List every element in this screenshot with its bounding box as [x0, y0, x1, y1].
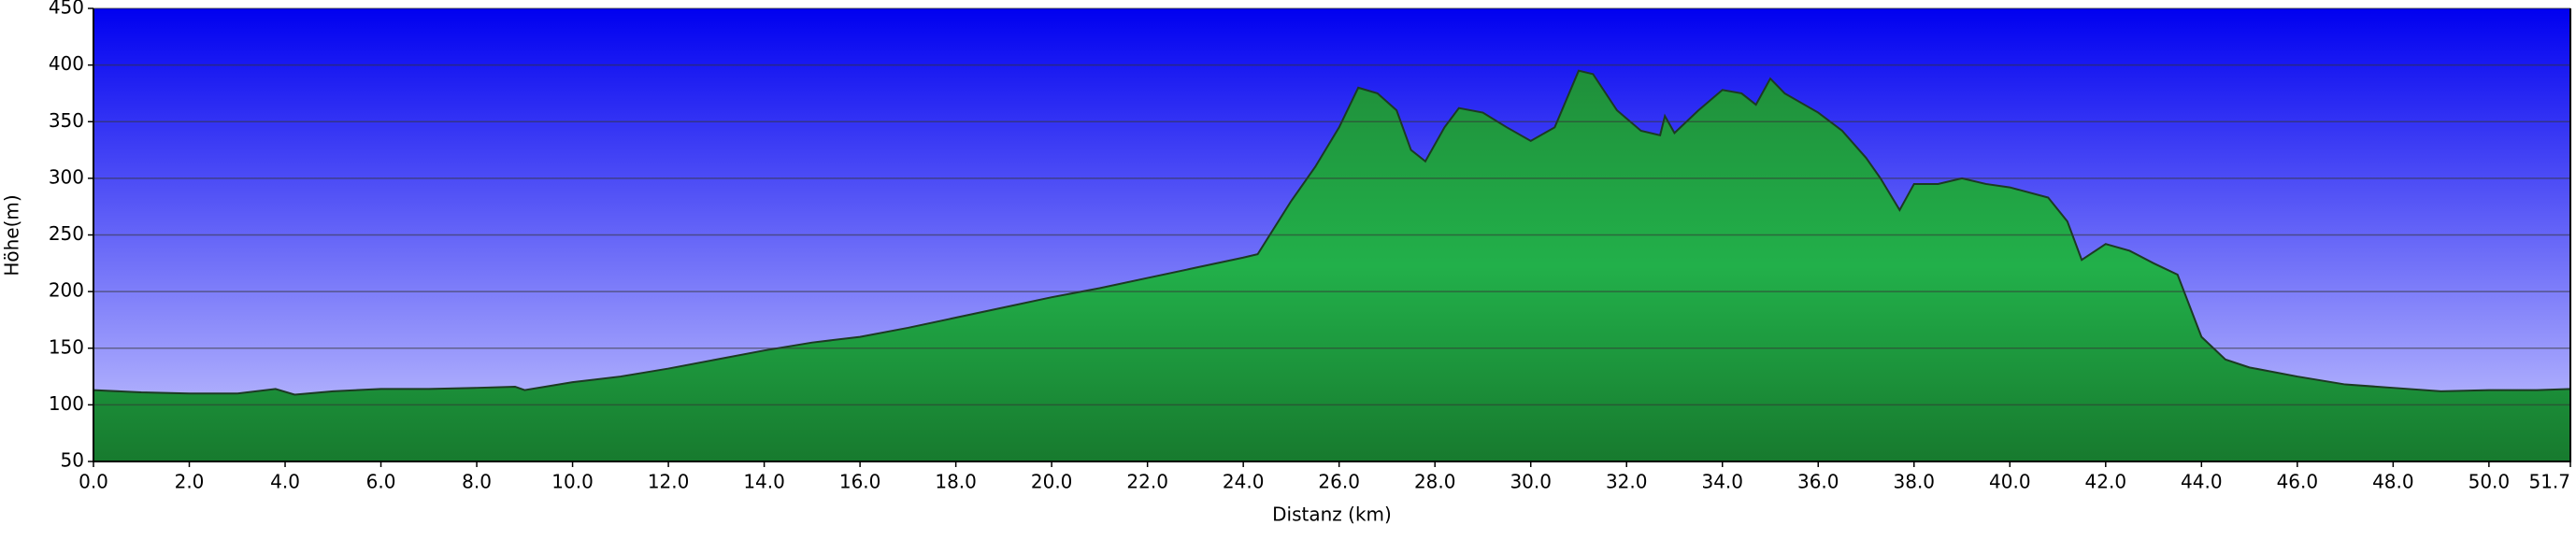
y-axis-title: Höhe(m)	[1, 194, 23, 276]
x-tick-label: 50.0	[2469, 471, 2511, 493]
x-tick-label: 16.0	[839, 471, 881, 493]
x-tick-label: 32.0	[1606, 471, 1648, 493]
y-tick-label: 50	[61, 449, 84, 472]
x-tick-label: 8.0	[462, 471, 492, 493]
x-tick-label: 44.0	[2181, 471, 2223, 493]
x-tick-label: 20.0	[1031, 471, 1073, 493]
y-tick-label: 450	[49, 0, 84, 19]
x-tick-label: 38.0	[1894, 471, 1936, 493]
x-tick-label: 0.0	[79, 471, 108, 493]
x-tick-label: 46.0	[2277, 471, 2319, 493]
y-tick-label: 300	[49, 165, 84, 188]
x-tick-label: 30.0	[1510, 471, 1552, 493]
x-axis-title: Distanz (km)	[1272, 504, 1392, 526]
x-tick-label: 48.0	[2372, 471, 2414, 493]
y-tick-label: 150	[49, 335, 84, 358]
x-tick-label: 12.0	[648, 471, 690, 493]
y-tick-label: 200	[49, 279, 84, 302]
x-tick-label: 2.0	[175, 471, 205, 493]
x-tick-label: 36.0	[1797, 471, 1839, 493]
x-tick-label: 10.0	[551, 471, 594, 493]
x-tick-label: 6.0	[366, 471, 396, 493]
x-tick-label: 42.0	[2085, 471, 2127, 493]
x-tick-label: 40.0	[1989, 471, 2031, 493]
y-tick-label: 350	[49, 109, 84, 132]
y-tick-label: 100	[49, 392, 84, 415]
x-tick-label: 26.0	[1318, 471, 1360, 493]
x-tick-label: 22.0	[1126, 471, 1168, 493]
x-tick-label: 51.7	[2528, 471, 2570, 493]
y-tick-label: 250	[49, 222, 84, 245]
x-tick-label: 4.0	[270, 471, 300, 493]
x-tick-label: 18.0	[935, 471, 977, 493]
x-tick-label: 24.0	[1223, 471, 1265, 493]
x-tick-label: 34.0	[1701, 471, 1743, 493]
elevation-area	[93, 69, 2571, 462]
x-tick-label: 28.0	[1414, 471, 1456, 493]
x-tick-label: 14.0	[743, 471, 785, 493]
y-tick-label: 400	[49, 52, 84, 75]
